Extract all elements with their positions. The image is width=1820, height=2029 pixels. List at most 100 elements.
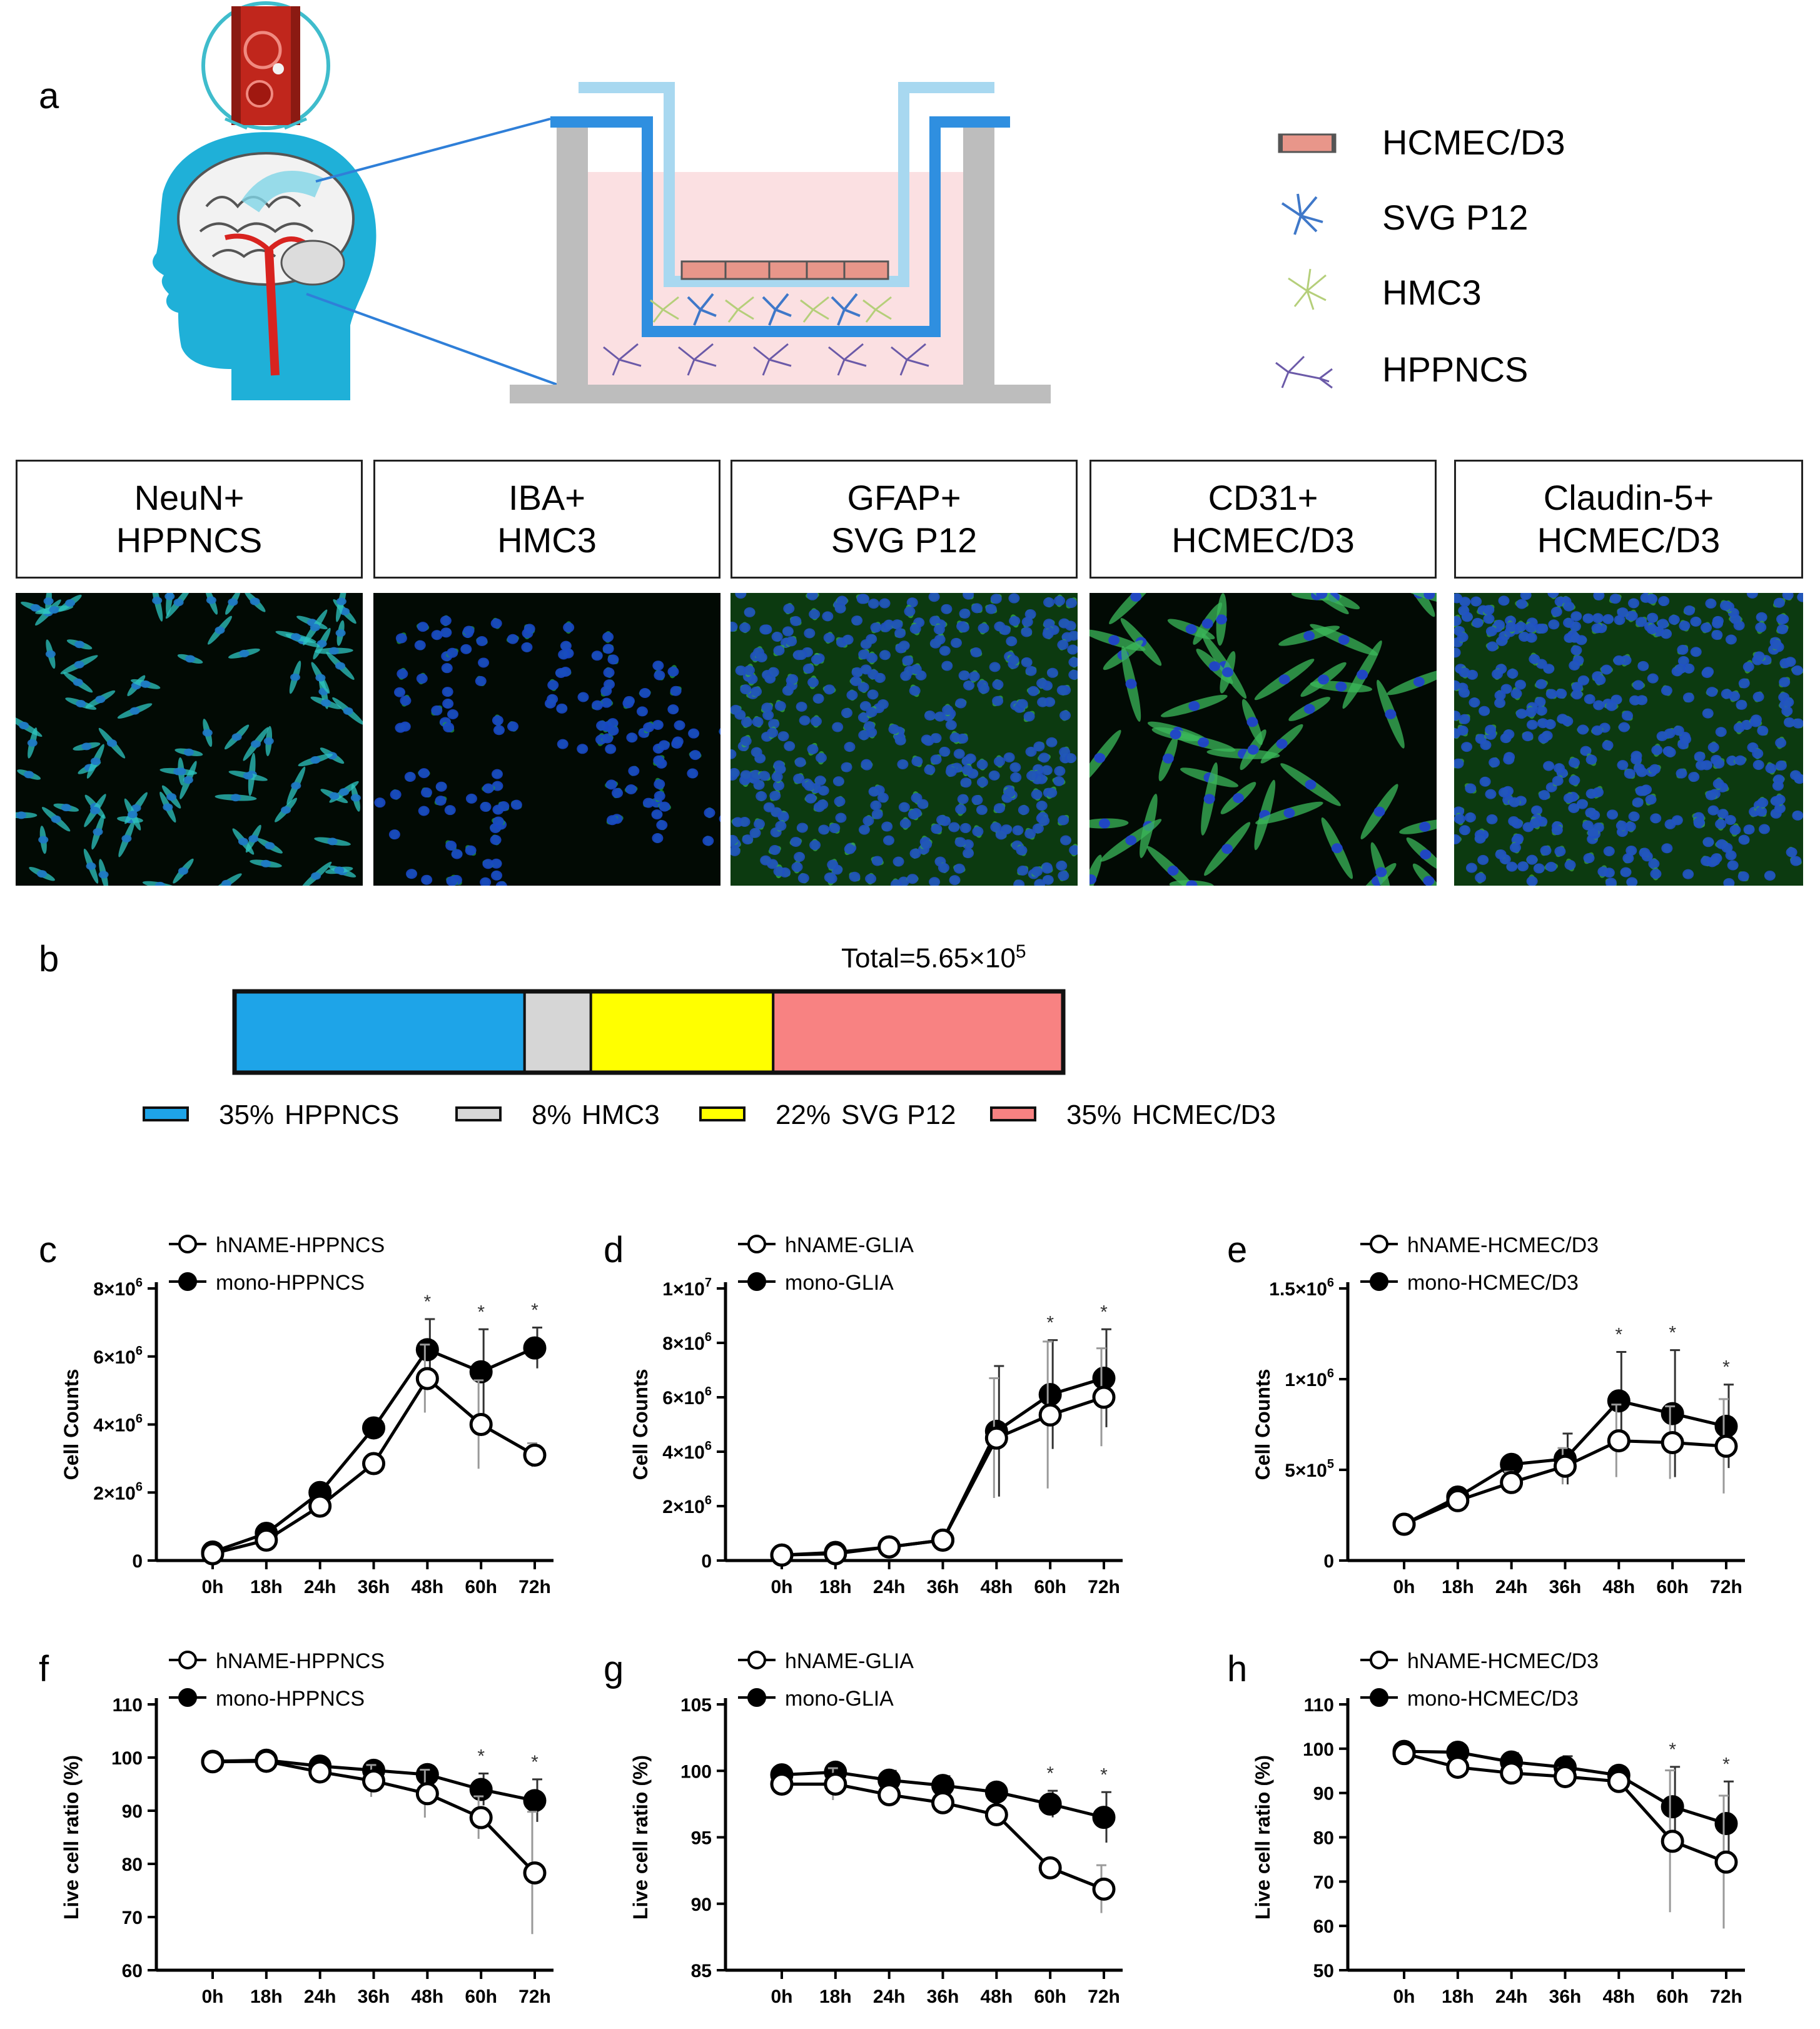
- data-point: [362, 1769, 385, 1793]
- legend-marker: [178, 1272, 197, 1291]
- cell-nucleus: [1522, 731, 1534, 742]
- cell-nucleus: [16, 811, 27, 819]
- cell-nucleus: [523, 624, 535, 634]
- cell-nucleus: [902, 655, 914, 666]
- cell-nucleus: [751, 747, 762, 757]
- panel-label-a: a: [39, 76, 59, 116]
- data-point: [201, 1542, 225, 1566]
- cell-nucleus: [898, 802, 910, 812]
- ihc-label-iba: IBA+ HMC3: [373, 460, 720, 579]
- cell-nucleus: [625, 784, 637, 795]
- cell-nucleus: [1737, 871, 1749, 882]
- cell-nucleus: [1782, 593, 1794, 600]
- cell-nucleus: [1757, 797, 1769, 808]
- cell-nucleus: [1554, 763, 1565, 774]
- cell-nucleus: [310, 624, 320, 632]
- cell-nucleus: [1584, 694, 1595, 704]
- cell-nucleus: [936, 814, 948, 825]
- cell-nucleus: [735, 665, 747, 676]
- data-point: [469, 1413, 493, 1436]
- y-tick-label: 5×105: [1285, 1457, 1334, 1481]
- cell-nucleus: [834, 603, 846, 614]
- legend-name: HMC3: [582, 1100, 660, 1130]
- cell-nucleus: [786, 636, 797, 647]
- x-tick-label: 72h: [1088, 1577, 1120, 1597]
- cell-nucleus: [1464, 812, 1476, 822]
- cell-nucleus: [827, 859, 839, 870]
- x-tick-label: 60h: [1656, 1577, 1689, 1597]
- cell-nucleus: [815, 752, 827, 763]
- cell-nucleus: [866, 652, 878, 663]
- x-tick-label: 36h: [358, 1986, 390, 2007]
- cell-nucleus: [374, 797, 386, 808]
- cell-nucleus: [1668, 614, 1680, 625]
- cell-nucleus: [1657, 619, 1669, 629]
- x-tick-label: 36h: [927, 1986, 959, 2007]
- cell-nucleus: [1373, 806, 1385, 817]
- cell-nucleus: [972, 826, 984, 837]
- cell-nucleus: [482, 783, 494, 794]
- cell-nucleus: [1541, 731, 1553, 741]
- cell-nucleus: [909, 686, 921, 696]
- cell-nucleus: [521, 642, 533, 652]
- cell-nucleus: [1461, 742, 1473, 752]
- cell-nucleus: [1130, 593, 1142, 602]
- cell-nucleus: [291, 782, 301, 790]
- x-tick-label: 0h: [771, 1577, 792, 1597]
- cell-nucleus: [844, 742, 856, 752]
- cell-nucleus: [1098, 818, 1110, 829]
- cell-nucleus: [185, 655, 196, 663]
- transwell-schematic: [152, 1, 1051, 403]
- cell-nucleus: [591, 650, 603, 661]
- cell-nucleus: [1459, 687, 1470, 698]
- cell-nucleus: [1715, 727, 1727, 737]
- y-tick-label: 70: [122, 1908, 143, 1928]
- panel-label-e: e: [1227, 1230, 1248, 1270]
- cell-nucleus: [849, 871, 861, 882]
- cell-nucleus: [1454, 647, 1461, 658]
- cell-nucleus: [953, 749, 965, 759]
- cell-nucleus: [1730, 614, 1742, 625]
- cell-nucleus: [310, 756, 321, 764]
- y-tick-label: 2×106: [662, 1494, 712, 1517]
- cell-nucleus: [1032, 823, 1044, 834]
- cell-nucleus: [811, 654, 822, 665]
- cell-nucleus: [1008, 655, 1019, 665]
- cell-nucleus: [934, 711, 946, 722]
- legend-percent: 35%: [1066, 1100, 1121, 1130]
- cell-nucleus: [1545, 689, 1557, 699]
- cell-nucleus: [1671, 815, 1683, 826]
- significance-marker: *: [531, 1300, 538, 1321]
- cell-nucleus: [231, 733, 242, 741]
- cell-nucleus: [492, 715, 503, 726]
- x-tick-label: 0h: [201, 1577, 223, 1597]
- cell-nucleus: [482, 859, 494, 869]
- data-point: [770, 1543, 794, 1567]
- cell-nucleus: [1705, 790, 1717, 801]
- cell-nucleus: [945, 766, 957, 777]
- cell-nucleus: [442, 699, 454, 709]
- data-point: [308, 1494, 332, 1518]
- cell-nucleus: [995, 829, 1007, 840]
- cell-nucleus: [1614, 615, 1625, 625]
- cell-nucleus: [1413, 677, 1425, 687]
- cell-nucleus: [1750, 714, 1762, 725]
- cell-nucleus: [605, 744, 617, 754]
- cell-nucleus: [762, 710, 774, 721]
- cell-nucleus: [1423, 876, 1435, 886]
- cell-nucleus: [809, 609, 821, 619]
- cell-nucleus: [1645, 794, 1657, 805]
- cell-nucleus: [909, 624, 921, 634]
- cell-nucleus: [939, 746, 951, 757]
- cell-nucleus: [769, 845, 781, 856]
- cell-nucleus: [1602, 740, 1614, 751]
- cell-nucleus: [1576, 799, 1588, 809]
- cell-nucleus: [817, 799, 829, 810]
- cell-nucleus: [1776, 624, 1788, 634]
- cell-nucleus: [1454, 615, 1462, 626]
- cell-nucleus: [1712, 779, 1724, 789]
- data-point: [1661, 1431, 1684, 1454]
- series-hname-hppncs: [201, 1343, 547, 1566]
- cell-nucleus: [752, 717, 764, 727]
- cell-nucleus: [1004, 787, 1016, 798]
